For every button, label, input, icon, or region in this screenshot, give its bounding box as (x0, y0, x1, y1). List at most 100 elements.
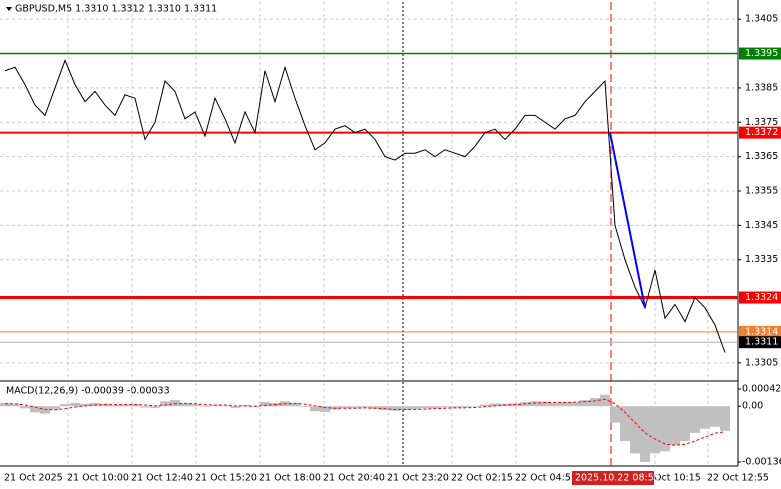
macd-bar (540, 401, 550, 407)
macd-bar (550, 402, 560, 407)
level-label-box (739, 291, 781, 304)
x-tick-label: 21 Oct 2025 (4, 473, 63, 484)
macd-y-tick-label: -0.00136 (742, 457, 781, 468)
macd-bar (10, 404, 20, 407)
macd-bar (680, 406, 690, 442)
macd-bar (230, 406, 240, 408)
macd-bar (440, 406, 450, 408)
macd-bar (530, 401, 540, 407)
x-tick-label: Oct 10:15 (654, 473, 701, 484)
macd-bar (470, 406, 480, 407)
x-tick-label: 22 Oct 02:15 (451, 473, 513, 484)
level-label: 1.3395 (745, 48, 778, 59)
chart-title: GBPUSD,M5 1.3310 1.3312 1.3310 1.3311 (15, 4, 217, 15)
symbol-arrow (6, 7, 12, 11)
macd-bar (50, 406, 60, 410)
y-tick-label: 1.3405 (745, 14, 778, 25)
macd-bar (260, 402, 270, 407)
macd-bar (420, 406, 430, 409)
x-tick-label: 21 Oct 23:20 (387, 473, 449, 484)
macd-bar (200, 406, 210, 408)
macd-signal (5, 398, 726, 446)
macd-bar (480, 404, 490, 407)
macd-bar (450, 406, 460, 408)
macd-bar (590, 398, 600, 407)
level-label-box (739, 126, 781, 139)
macd-bar (400, 406, 410, 410)
macd-bar (170, 400, 180, 407)
macd-bar (560, 402, 570, 407)
macd-bar (300, 406, 310, 408)
macd-bar (360, 406, 370, 408)
macd-bar (650, 406, 660, 454)
macd-bar (720, 406, 730, 431)
level-label: 1.3314 (745, 326, 778, 337)
macd-bar (150, 406, 160, 408)
macd-bar (580, 400, 590, 407)
macd-bar (20, 406, 30, 409)
macd-bar (410, 406, 420, 410)
macd-bar (460, 406, 470, 408)
macd-bar (490, 403, 500, 407)
macd-bar (130, 404, 140, 407)
macd-bar (660, 406, 670, 452)
macd-bar (190, 404, 200, 407)
macd-bar (610, 406, 620, 423)
macd-bar (690, 406, 700, 433)
x-tick-label: 21 Oct 20:40 (323, 473, 385, 484)
macd-bar (220, 405, 230, 407)
macd-bar (30, 406, 40, 413)
y-tick-label: 1.3345 (745, 220, 778, 231)
level-label-box (739, 47, 781, 60)
x-tick-label: 22 Oct 12:55 (707, 473, 769, 484)
macd-bar (110, 404, 120, 407)
macd-bar (80, 403, 90, 407)
level-label-box (739, 325, 781, 338)
x-tick-label: 21 Oct 10:00 (67, 473, 129, 484)
macd-bar (370, 406, 380, 409)
x-tick-label: 21 Oct 15:20 (195, 473, 257, 484)
macd-bar (60, 404, 70, 407)
y-tick-label: 1.3335 (745, 254, 778, 265)
macd-bar (380, 406, 390, 410)
y-tick-label: 1.3365 (745, 151, 778, 162)
macd-bar (290, 402, 300, 407)
level-label: 1.3372 (745, 127, 778, 138)
macd-bar (160, 401, 170, 407)
y-tick-label: 1.3305 (745, 357, 778, 368)
current-price-label: 1.3311 (745, 337, 778, 348)
macd-y-tick-label: 0.00042 (742, 384, 781, 395)
current-price-box (739, 336, 781, 349)
macd-bar (320, 406, 330, 412)
macd-bar (630, 406, 640, 454)
macd-bar (670, 406, 680, 446)
y-tick-label: 1.3375 (745, 117, 778, 128)
macd-bar (340, 406, 350, 409)
cursor-label: 2025.10.22 08:55 (575, 473, 660, 484)
price-line (4, 59, 726, 353)
macd-bar (0, 402, 10, 407)
macd-bar (700, 406, 710, 429)
macd-bar (70, 402, 80, 407)
cursor-label-box (572, 471, 654, 485)
macd-bar (710, 406, 720, 427)
x-tick-label: 22 Oct 04:55 (515, 473, 577, 484)
x-tick-label: 21 Oct 18:00 (259, 473, 321, 484)
macd-bar (640, 406, 650, 462)
macd-bar (140, 406, 150, 408)
macd-bar (120, 404, 130, 407)
y-tick-label: 1.3355 (745, 186, 778, 197)
macd-bar (390, 406, 400, 411)
y-tick-label: 1.3385 (745, 82, 778, 93)
macd-bar (180, 402, 190, 407)
trend-line (609, 132, 646, 309)
macd-bar (570, 402, 580, 407)
macd-bar (350, 406, 360, 408)
x-tick-label: 21 Oct 12:40 (131, 473, 193, 484)
macd-bar (210, 404, 220, 407)
macd-y-tick-label: 0.00 (742, 401, 763, 412)
level-label: 1.3324 (745, 292, 778, 303)
macd-bar (620, 406, 630, 442)
macd-bar (600, 394, 610, 407)
